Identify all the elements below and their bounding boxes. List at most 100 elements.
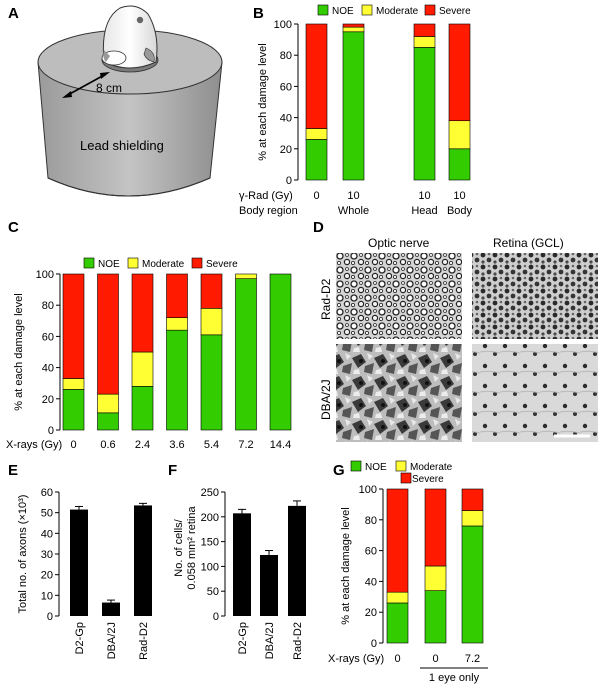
panel-label-e: E xyxy=(8,462,18,479)
b-legend-label-moderate: Moderate xyxy=(376,6,419,17)
b-bar-severe xyxy=(305,23,328,129)
b-x-tick-label: 10 xyxy=(347,190,359,202)
panel-label-f: F xyxy=(168,462,177,479)
b-bar-moderate xyxy=(305,128,328,140)
c-ytick-label: 60 xyxy=(42,331,54,343)
g-ylabel: % at each damage level xyxy=(340,507,352,624)
b-bar-moderate xyxy=(342,26,365,33)
f-ylabel: 0.058 mm² retina xyxy=(186,506,198,590)
b-ytick-label: 60 xyxy=(280,81,292,93)
g-bar-severe xyxy=(461,488,484,511)
chart-g: 0 20 40 60 80 100 % at each damage level NOE Mod… xyxy=(328,460,488,684)
g-bar-noe xyxy=(424,590,447,644)
g-ytick-label: 100 xyxy=(359,484,377,496)
c-bar-moderate xyxy=(97,393,119,414)
b-region-label: Head xyxy=(411,205,437,217)
f-ytick-label: 100 xyxy=(201,561,219,573)
c-bar-noe xyxy=(166,329,188,431)
b-row-label-dose: γ-Rad (Gy) xyxy=(239,190,293,202)
c-ytick-label: 40 xyxy=(42,363,54,375)
c-bar-severe xyxy=(97,273,119,395)
b-bar-severe xyxy=(342,23,365,28)
c-bar-noe xyxy=(235,278,257,431)
f-ytick-label: 50 xyxy=(207,586,219,598)
f-ytick-label: 0 xyxy=(213,611,219,623)
c-legend-swatch-severe xyxy=(191,257,203,269)
c-bar-noe xyxy=(97,412,119,431)
c-bar-noe xyxy=(200,334,223,431)
g-legend-label-noe: NOE xyxy=(365,462,387,473)
g-x-tick-label: 0 xyxy=(432,653,438,665)
micrograph-retina-dba xyxy=(472,344,598,442)
mouse-ear-right xyxy=(143,47,155,63)
panel-d-micrographs: Optic nerve Retina (GCL) Rad-D2 DBA/2J xyxy=(319,236,598,442)
distance-arrow xyxy=(65,73,107,97)
e-x-tick-label: DBA/2J xyxy=(106,622,118,659)
micrograph-optic-dba xyxy=(336,344,462,442)
b-legend-swatch-noe xyxy=(317,4,329,16)
f-ytick-label: 150 xyxy=(201,537,219,549)
g-legend-label-severe: Severe xyxy=(412,474,444,485)
g-bar-moderate xyxy=(461,510,484,527)
c-ytick-label: 0 xyxy=(48,425,54,437)
b-bar-severe xyxy=(413,23,436,37)
c-bar-moderate xyxy=(131,351,154,387)
mouse-ear-left-inner xyxy=(103,50,110,62)
c-bar-moderate xyxy=(235,273,257,279)
c-ytick-label: 20 xyxy=(42,394,54,406)
f-bar xyxy=(288,505,306,616)
c-legend-label-noe: NOE xyxy=(98,259,120,270)
c-bar-moderate xyxy=(200,308,223,336)
c-bar-severe xyxy=(62,273,85,379)
e-ytick-label: 30 xyxy=(41,549,53,561)
b-x-tick-label: 10 xyxy=(453,190,465,202)
c-xlabel: X-rays (Gy) xyxy=(6,439,62,451)
c-bar-severe xyxy=(131,273,154,353)
f-bar xyxy=(233,513,251,616)
b-legend-label-severe: Severe xyxy=(439,6,471,17)
chart-c: 0 20 40 60 80 100 % at each damage level NOE Mod… xyxy=(6,257,292,451)
c-legend-swatch-noe xyxy=(83,257,95,269)
c-bar-severe xyxy=(166,273,188,318)
chart-e: 0 10 20 30 40 50 60 Total no. of axons (×10³) D2… xyxy=(17,487,152,660)
f-ytick-label: 250 xyxy=(201,487,219,499)
c-x-tick-label: 2.4 xyxy=(135,439,150,451)
b-ytick-label: 0 xyxy=(286,175,292,187)
e-ylabel: Total no. of axons (×10³) xyxy=(17,495,29,614)
panel-label-c: C xyxy=(8,219,19,236)
g-ytick-label: 40 xyxy=(365,576,377,588)
panel-label-b: B xyxy=(253,5,264,22)
panel-label-g: G xyxy=(333,462,345,479)
c-legend-label-severe: Severe xyxy=(206,259,238,270)
g-group-label: 1 eye only xyxy=(429,672,480,684)
distance-arrowhead-b xyxy=(100,72,110,79)
b-bar-noe xyxy=(413,47,436,181)
e-ytick-label: 20 xyxy=(41,570,53,582)
col-label-retina: Retina (GCL) xyxy=(493,236,564,250)
e-bar xyxy=(134,505,152,616)
c-legend-swatch-moderate xyxy=(127,257,139,269)
c-x-tick-label: 5.4 xyxy=(204,439,219,451)
e-ytick-label: 50 xyxy=(41,508,53,520)
g-ytick-label: 80 xyxy=(365,515,377,527)
c-x-tick-label: 0 xyxy=(70,439,76,451)
g-legend-swatch-noe xyxy=(350,460,362,472)
b-ytick-label: 100 xyxy=(274,19,292,31)
b-ytick-label: 40 xyxy=(280,113,292,125)
c-ytick-label: 80 xyxy=(42,300,54,312)
e-ytick-label: 40 xyxy=(41,528,53,540)
f-ylabel: No. of cells/ xyxy=(173,518,185,576)
b-bar-noe xyxy=(448,148,471,181)
c-x-tick-label: 7.2 xyxy=(238,439,253,451)
g-bar-severe xyxy=(424,488,447,567)
b-legend-swatch-severe xyxy=(424,4,436,16)
g-ytick-label: 20 xyxy=(365,607,377,619)
g-x-tick-label: 7.2 xyxy=(465,653,480,665)
e-bar xyxy=(70,509,88,616)
panel-a-diagram: 8 cm Lead shielding xyxy=(37,5,223,197)
shield-label: Lead shielding xyxy=(80,138,164,153)
c-bar-noe xyxy=(269,273,292,431)
g-bar-noe xyxy=(461,525,484,644)
c-bar-noe xyxy=(62,389,85,431)
